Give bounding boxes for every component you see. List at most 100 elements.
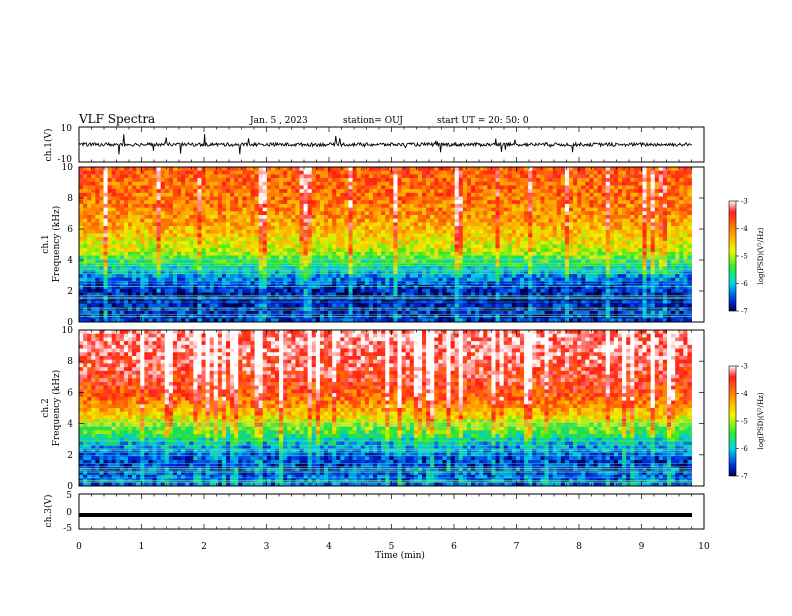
spectrogram-cell [438,197,442,201]
spectrogram-cell [165,285,169,289]
spectrogram-cell [112,185,116,189]
spectrogram-cell [222,208,226,212]
spectrogram-cell [557,208,561,212]
spectrogram-cell [246,167,250,171]
spectrogram-cell [136,274,140,278]
spectrogram-cell [91,197,95,201]
spectrogram-cell [206,248,210,252]
spectrogram-cell [202,285,206,289]
spectrogram-cell [95,237,99,241]
spectrogram-cell [336,178,340,182]
spectrogram-cell [549,211,553,215]
spectrogram-cell [357,245,361,249]
spectrogram-cell [267,230,271,234]
spectrogram-cell [561,174,565,178]
spectrogram-cell [467,237,471,241]
spectrogram-cell [271,174,275,178]
spectrogram-cell [516,274,520,278]
spectrogram-cell [516,178,520,182]
spectrogram-cell [108,233,112,237]
spectrogram-cell [500,185,504,189]
spectrogram-cell [561,193,565,197]
spectrogram-cell [671,274,675,278]
spectrogram-cell [279,167,283,171]
spectrogram-cell [287,245,291,249]
spectrogram-cell [214,197,218,201]
spectrogram-cell [373,248,377,252]
spectrogram-cell [361,171,365,175]
spectrogram-cell [451,171,455,175]
spectrogram-cell [585,252,589,256]
spectrogram-cell [504,274,508,278]
spectrogram-cell [643,252,647,256]
spectrogram-cell [357,248,361,252]
spectrogram-cell [459,174,463,178]
spectrogram-cell [104,182,108,186]
spectrogram-cell [328,178,332,182]
spectrogram-cell [520,241,524,245]
spectrogram-cell [455,178,459,182]
spectrogram-cell [108,230,112,234]
spectrogram-cell [148,174,152,178]
spectrogram-cell [169,237,173,241]
spectrogram-cell [545,252,549,256]
spectrogram-cell [402,233,406,237]
spectrogram-cell [344,204,348,208]
spectrogram-cell [226,211,230,215]
spectrogram-cell [385,197,389,201]
spectrogram-cell [373,204,377,208]
spectrogram-cell [545,245,549,249]
spectrogram-cell [569,245,573,249]
spectrogram-cell [581,185,585,189]
spectrogram-cell [132,167,136,171]
spectrogram-cell [528,182,532,186]
spectrogram-cell [659,204,663,208]
spectrogram-cell [132,237,136,241]
spectrogram-cell [279,252,283,256]
spectrogram-cell [238,252,242,256]
spectrogram-cell [132,204,136,208]
spectrogram-cell [316,174,320,178]
spectrogram-cell [157,185,161,189]
spectrogram-cell [304,211,308,215]
spectrogram-cell [463,252,467,256]
spectrogram-cell [255,208,259,212]
spectrogram-cell [189,245,193,249]
spectrogram-cell [524,167,528,171]
spectrogram-cell [402,204,406,208]
spectrogram-cell [594,200,598,204]
spectrogram-cell [659,245,663,249]
spectrogram-cell [483,193,487,197]
spectrogram-cell [434,252,438,256]
spectrogram-cell [336,211,340,215]
spectrogram-cell [393,204,397,208]
spectrogram-cell [353,197,357,201]
spectrogram-cell [148,245,152,249]
spectrogram-cell [667,215,671,219]
spectrogram-cell [549,197,553,201]
spectrogram-cell [173,197,177,201]
spectrogram-cell [581,241,585,245]
spectrogram-cell [108,215,112,219]
spectrogram-cell [406,197,410,201]
spectrogram-cell [153,189,157,193]
spectrogram-cell [157,230,161,234]
spectrogram-cell [312,237,316,241]
spectrogram-cell [622,237,626,241]
spectrogram-cell [173,274,177,278]
spectrogram-cell [385,233,389,237]
spectrogram-cell [406,204,410,208]
spectrogram-cell [667,197,671,201]
spectrogram-cell [120,174,124,178]
spectrogram-cell [581,230,585,234]
spectrogram-cell [304,208,308,212]
spectrogram-cell [210,237,214,241]
spectrogram-cell [438,204,442,208]
spectrogram-cell [585,185,589,189]
spectrogram-cell [169,197,173,201]
spectrogram-cell [553,241,557,245]
spectrogram-cell [104,248,108,252]
spectrogram-cell [332,222,336,226]
spectrogram-cell [308,211,312,215]
spectrogram-cell [459,189,463,193]
